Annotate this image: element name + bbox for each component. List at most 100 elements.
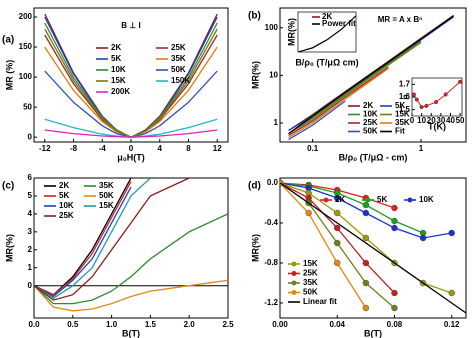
y-tick-label: 10 [269, 71, 278, 80]
x-tick-label: -4 [99, 144, 107, 153]
legend-label: 10K [59, 201, 74, 210]
series-line [280, 182, 466, 314]
y-tick-label: 100 [265, 23, 279, 32]
data-point [391, 289, 398, 297]
data-point [334, 259, 341, 267]
panel-label: (a) [2, 35, 14, 46]
annotation: B ⊥ I [121, 21, 140, 30]
data-point [458, 79, 462, 84]
x-tick-label: 1.5 [145, 320, 157, 329]
x-axis-title: B/ρ₀ (T/μΩ cm) [295, 57, 358, 67]
series-line [288, 100, 346, 141]
legend-marker [291, 261, 297, 267]
legend-label: 35K [395, 118, 410, 127]
x-tick-label: 30 [436, 116, 445, 125]
legend-marker [291, 290, 297, 295]
series-line [44, 129, 218, 138]
data-point [362, 209, 370, 217]
legend-label: Linear fit [303, 297, 337, 306]
legend-label: 2K [111, 43, 121, 52]
data-point [334, 224, 341, 232]
y-tick-label: 200 [19, 12, 33, 21]
series-line [280, 182, 367, 309]
legend-label: 2K [322, 12, 332, 21]
panel-label: (c) [2, 181, 14, 192]
legend-label: 15K [303, 259, 318, 268]
legend-label: 2K [335, 195, 345, 204]
x-tick-label: 4 [158, 144, 163, 153]
legend-label: 25K [171, 43, 186, 52]
data-point [443, 92, 448, 97]
legend-marker [323, 197, 329, 203]
legend-marker [365, 197, 371, 203]
legend-label: 10K [111, 65, 126, 74]
y-tick-label: 0.0 [267, 178, 279, 187]
annotation: MR = A x Bⁿ [378, 15, 423, 24]
y-tick-label: 1.7 [399, 79, 411, 88]
plot-frame [33, 177, 229, 319]
legend-label: 5K [377, 195, 387, 204]
panel: -12 -8 -4 0 4 8 12 0 50 100 150 200 μ₀H(T) MR (%) (a) B… [2, 7, 229, 162]
data-point [448, 289, 455, 297]
x-tick-label: 2.0 [184, 320, 196, 329]
data-point [362, 201, 370, 209]
legend-label: 5K [395, 101, 405, 110]
x-axis-title: B(T) [122, 328, 140, 338]
x-tick-label: 20 [427, 116, 436, 125]
y-tick-label: 1 [28, 263, 33, 272]
y-tick-label: 150 [19, 42, 33, 51]
y-tick-label: -0.8 [264, 258, 278, 267]
legend-label: 25K [303, 269, 318, 278]
x-tick-label: 0.1 [307, 144, 319, 153]
x-tick-label: -8 [70, 144, 78, 153]
x-tick-label: 8 [186, 144, 191, 153]
plot-frame [411, 77, 463, 117]
data-point [419, 105, 424, 110]
legend-label: 50K [171, 65, 186, 74]
data-point [448, 229, 455, 237]
legend-label: 10K [419, 195, 434, 204]
data-point [412, 92, 416, 97]
series-line [34, 178, 151, 300]
data-point [391, 224, 398, 232]
legend-label: 15K [111, 76, 126, 85]
data-point [362, 259, 370, 267]
data-point [362, 304, 370, 312]
data-point [334, 209, 341, 217]
x-tick-label: 0 [410, 116, 415, 125]
x-axis-title: B/ρ₀ (T/μΩ - cm) [339, 152, 408, 162]
panel: 0.00 0.04 0.08 0.12 0.0 -0.4 -0.8 -1.2 B(T) MR(%)… [248, 177, 467, 338]
plot-area [44, 13, 218, 138]
legend-label: 50K [303, 288, 318, 297]
legend-label: 50K [363, 127, 378, 136]
series-line [34, 213, 228, 305]
x-tick-label: 0.0 [28, 320, 40, 329]
data-point [434, 100, 439, 105]
data-point [391, 304, 398, 312]
legend-label: 35K [171, 54, 186, 63]
y-axis-title: MR (%) [4, 60, 14, 91]
data-point [424, 103, 429, 108]
legend-label: 150K [171, 76, 190, 85]
data-point [391, 204, 398, 212]
y-tick-label: 1.6 [399, 92, 411, 101]
series-line [288, 66, 389, 136]
x-tick-label: 10 [417, 116, 426, 125]
y-tick-label: 50 [23, 102, 32, 111]
plot-area [280, 179, 466, 314]
plot-area [412, 79, 462, 110]
x-axis-title: B(T) [364, 328, 382, 338]
data-point [334, 194, 341, 202]
y-tick-label: 5 [28, 191, 33, 200]
y-tick-label: 0 [28, 132, 33, 141]
y-tick-label: 1.5 [399, 105, 411, 114]
y-tick-label: 4 [28, 209, 33, 218]
series-line [288, 41, 422, 135]
legend-label: 10K [363, 110, 378, 119]
legend-marker [291, 271, 297, 276]
series-line [34, 181, 132, 296]
y-tick-label: 100 [19, 72, 33, 81]
y-tick-label: -0.4 [264, 218, 278, 227]
panel-label: (d) [248, 181, 261, 192]
